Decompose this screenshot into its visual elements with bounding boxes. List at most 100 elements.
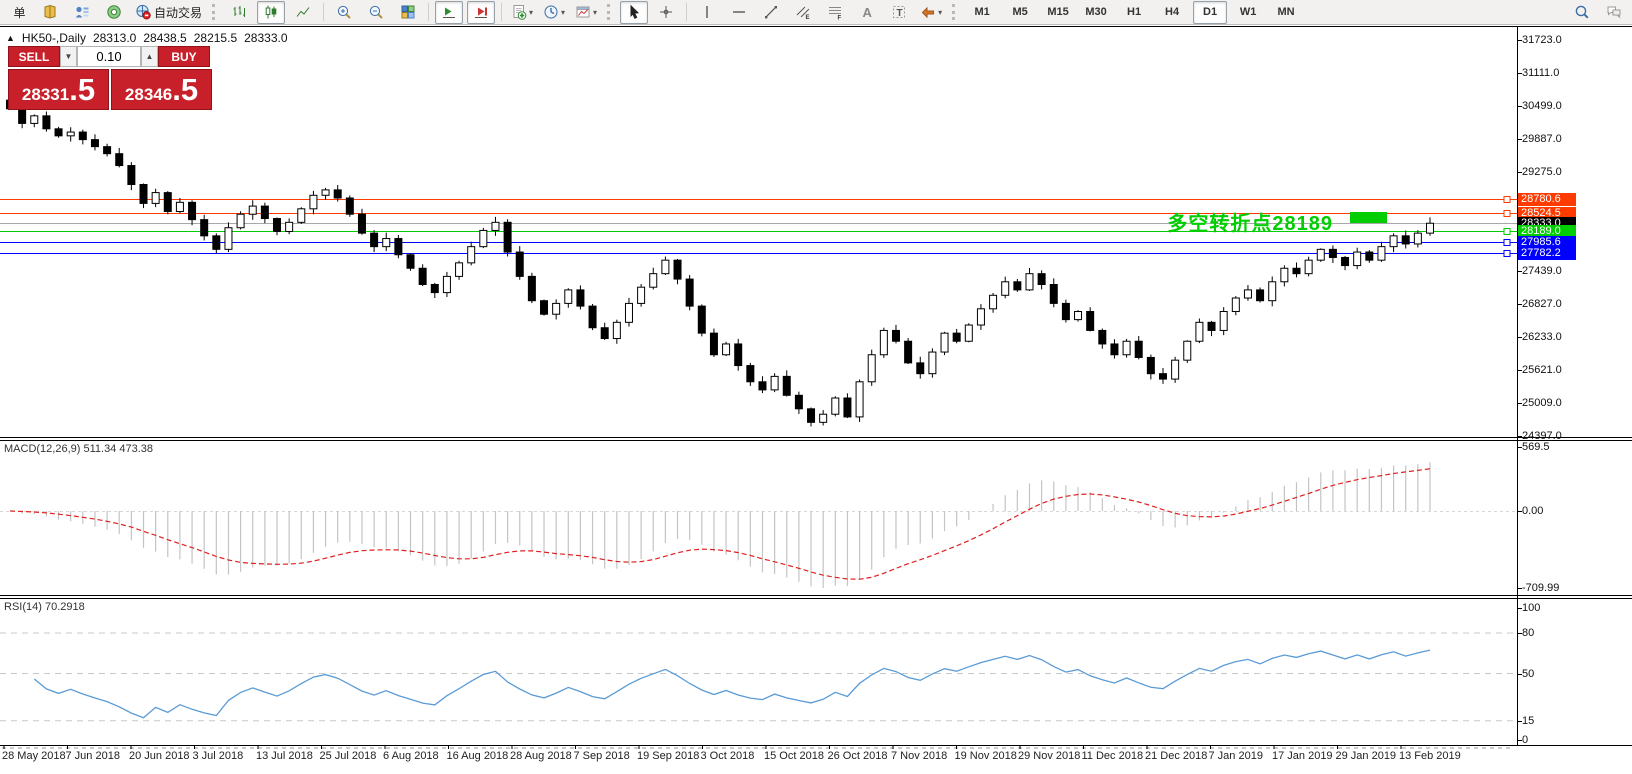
- navigator-button[interactable]: [100, 1, 128, 24]
- text-label-button[interactable]: T: [885, 1, 913, 24]
- sell-button[interactable]: SELL: [8, 46, 60, 67]
- timeframe-m15-button[interactable]: M15: [1047, 6, 1069, 18]
- trendline-button[interactable]: [757, 1, 785, 24]
- zoom-out-icon: [369, 5, 383, 19]
- level-price-label: 28189.0: [1518, 225, 1576, 238]
- date-label: 7 Jan 2019: [1208, 750, 1263, 762]
- macd-histogram: [21, 462, 1431, 588]
- date-label: 13 Jul 2018: [256, 750, 313, 762]
- rsi-pane[interactable]: [0, 599, 1517, 745]
- timeframe-w1-button[interactable]: W1: [1239, 6, 1257, 18]
- timeframe-m1-button[interactable]: M1: [974, 6, 990, 18]
- cursor-button[interactable]: [620, 0, 649, 24]
- toolbar-separator: [686, 3, 688, 21]
- one-click-collapse-arrow[interactable]: ▲: [6, 33, 15, 43]
- arrows-icon: [921, 6, 935, 19]
- date-label: 6 Aug 2018: [383, 750, 439, 762]
- tile-windows-button[interactable]: [394, 1, 422, 24]
- search-button[interactable]: [1568, 1, 1596, 24]
- text-button[interactable]: A: [853, 1, 881, 24]
- trendline-icon: [765, 6, 778, 19]
- date-label: 20 Jun 2018: [129, 750, 190, 762]
- date-label: 29 Nov 2018: [1018, 750, 1081, 762]
- timeframe-m30-button[interactable]: M30: [1085, 6, 1107, 18]
- macd-signal-line: [9, 468, 1431, 580]
- chat-icon: [1607, 6, 1621, 19]
- price-tick: 26233.0: [1522, 331, 1562, 343]
- buy-button[interactable]: BUY: [158, 46, 210, 67]
- one-click-trading-panel: SELL ▼ ▲ BUY 28331 .5 28346 .5: [8, 46, 214, 110]
- periods-icon: [544, 5, 558, 19]
- price-tick: 24397.0: [1522, 430, 1562, 442]
- rsi-tick: 100: [1522, 602, 1541, 614]
- date-label: 19 Nov 2018: [954, 750, 1017, 762]
- candlestick-chart-icon: [265, 5, 277, 19]
- autotrading-button[interactable]: 自动交易: [132, 1, 205, 24]
- macd-label: MACD(12,26,9) 511.34 473.38: [4, 443, 153, 455]
- price-tick: 25621.0: [1522, 364, 1562, 376]
- ohlc-open: 28313.0: [92, 31, 137, 45]
- horizontal-line-icon: [733, 11, 746, 13]
- ohlc-close: 28333.0: [244, 31, 288, 45]
- cursor-icon: [630, 4, 640, 19]
- buy-price-pips: .5: [172, 72, 199, 107]
- timeframe-h4-button[interactable]: H4: [1165, 6, 1180, 18]
- date-label: 3 Jul 2018: [192, 750, 244, 762]
- ohlc-low: 28215.5: [193, 31, 238, 45]
- zoom-in-icon: [337, 5, 351, 19]
- annotation-box: [1350, 212, 1387, 223]
- chart-shift-button[interactable]: [467, 0, 496, 24]
- volume-increase-button[interactable]: ▲: [141, 46, 158, 67]
- new-order-button[interactable]: 单: [4, 1, 32, 24]
- tile-windows-icon: [401, 5, 415, 19]
- data-window-button[interactable]: [68, 1, 96, 24]
- equidistant-channel-button[interactable]: E: [789, 1, 817, 24]
- timeframe-m5-button[interactable]: M5: [1012, 6, 1028, 18]
- toolbar-grip: [212, 4, 218, 20]
- crosshair-button[interactable]: [652, 1, 680, 24]
- ohlc-high: 28438.5: [143, 31, 187, 45]
- vertical-line-button[interactable]: [693, 1, 721, 24]
- dropdown-arrow-icon: ▾: [561, 7, 566, 17]
- timeframe-d1-button[interactable]: D1: [1193, 0, 1228, 24]
- toolbar-separator: [428, 3, 430, 21]
- periods-button[interactable]: ▾: [540, 1, 568, 24]
- market-watch-button[interactable]: [36, 1, 64, 24]
- chat-button[interactable]: [1600, 1, 1628, 24]
- rsi-line: [33, 649, 1431, 719]
- line-chart-icon: [296, 7, 310, 17]
- sell-price-button[interactable]: 28331 .5: [8, 69, 109, 110]
- date-label: 26 Oct 2018: [827, 750, 888, 762]
- macd-pane[interactable]: [0, 441, 1517, 595]
- date-label: 7 Jun 2018: [65, 750, 120, 762]
- auto-scroll-button[interactable]: [435, 0, 464, 24]
- timeframe-mn-button[interactable]: MN: [1277, 6, 1295, 18]
- svg-text:A: A: [863, 5, 873, 20]
- line-chart-button[interactable]: [289, 1, 317, 24]
- bar-chart-button[interactable]: [225, 1, 253, 24]
- date-label: 29 Jan 2019: [1335, 750, 1397, 762]
- macd-tick: -709.99: [1522, 582, 1560, 594]
- templates-button[interactable]: ▾: [572, 1, 600, 24]
- bar-chart-icon: [233, 6, 246, 17]
- date-label: 17 Jan 2019: [1272, 750, 1333, 762]
- volume-input[interactable]: [77, 46, 141, 67]
- dropdown-arrow-icon: ▾: [593, 7, 598, 17]
- zoom-in-button[interactable]: [330, 1, 358, 24]
- price-tick: 31723.0: [1522, 34, 1562, 46]
- arrows-button[interactable]: ▾: [917, 1, 945, 24]
- fibonacci-button[interactable]: F: [821, 1, 849, 24]
- timeframe-h1-button[interactable]: H1: [1127, 6, 1142, 18]
- sell-price: 28331: [21, 85, 70, 104]
- candlestick-chart-button[interactable]: [257, 0, 286, 24]
- buy-price-button[interactable]: 28346 .5: [111, 69, 212, 110]
- horizontal-line-button[interactable]: [725, 1, 753, 24]
- level-price-label: 27985.6: [1518, 236, 1576, 249]
- annotation-text: 多空转折点28189: [1167, 213, 1333, 235]
- price-tick: 26827.0: [1522, 298, 1562, 310]
- volume-decrease-button[interactable]: ▼: [60, 46, 77, 67]
- indicators-add-button[interactable]: ▾: [508, 1, 536, 24]
- rsi-tick: 15: [1522, 715, 1535, 727]
- zoom-out-button[interactable]: [362, 1, 390, 24]
- date-label: 15 Oct 2018: [764, 750, 824, 762]
